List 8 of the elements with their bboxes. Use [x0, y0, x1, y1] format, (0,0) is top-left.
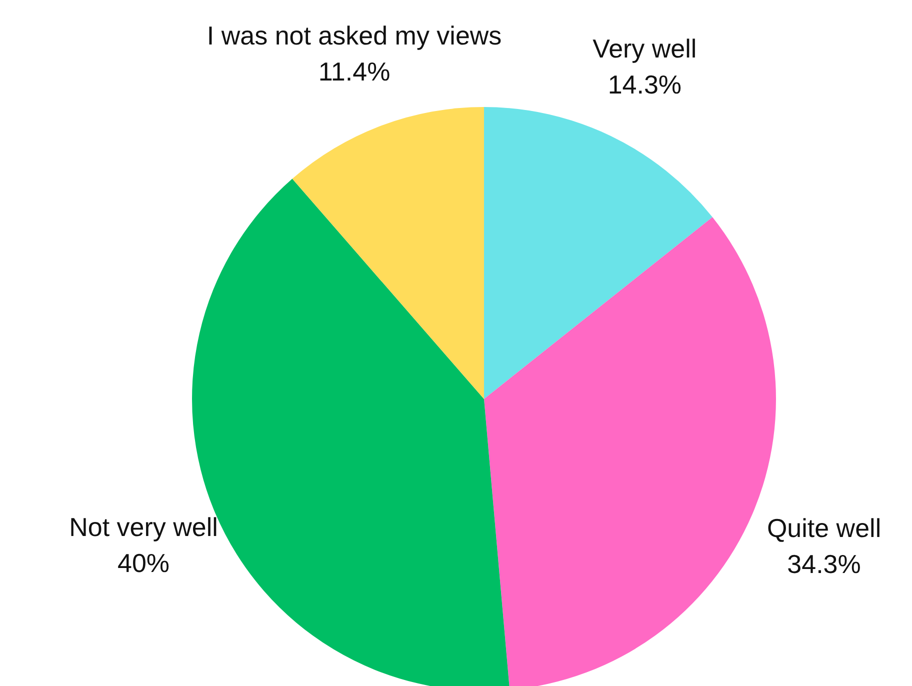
data-label: 14.3% — [608, 70, 682, 100]
slice-label: I was not asked my views — [206, 20, 502, 50]
slice-label: Not very well — [69, 512, 218, 542]
data-label: 11.4% — [318, 56, 390, 86]
data-label: 40% — [117, 548, 170, 578]
data-label: 34.3% — [787, 548, 861, 579]
slice-label: Quite well — [766, 512, 882, 543]
slice-label: Very well — [592, 34, 697, 64]
